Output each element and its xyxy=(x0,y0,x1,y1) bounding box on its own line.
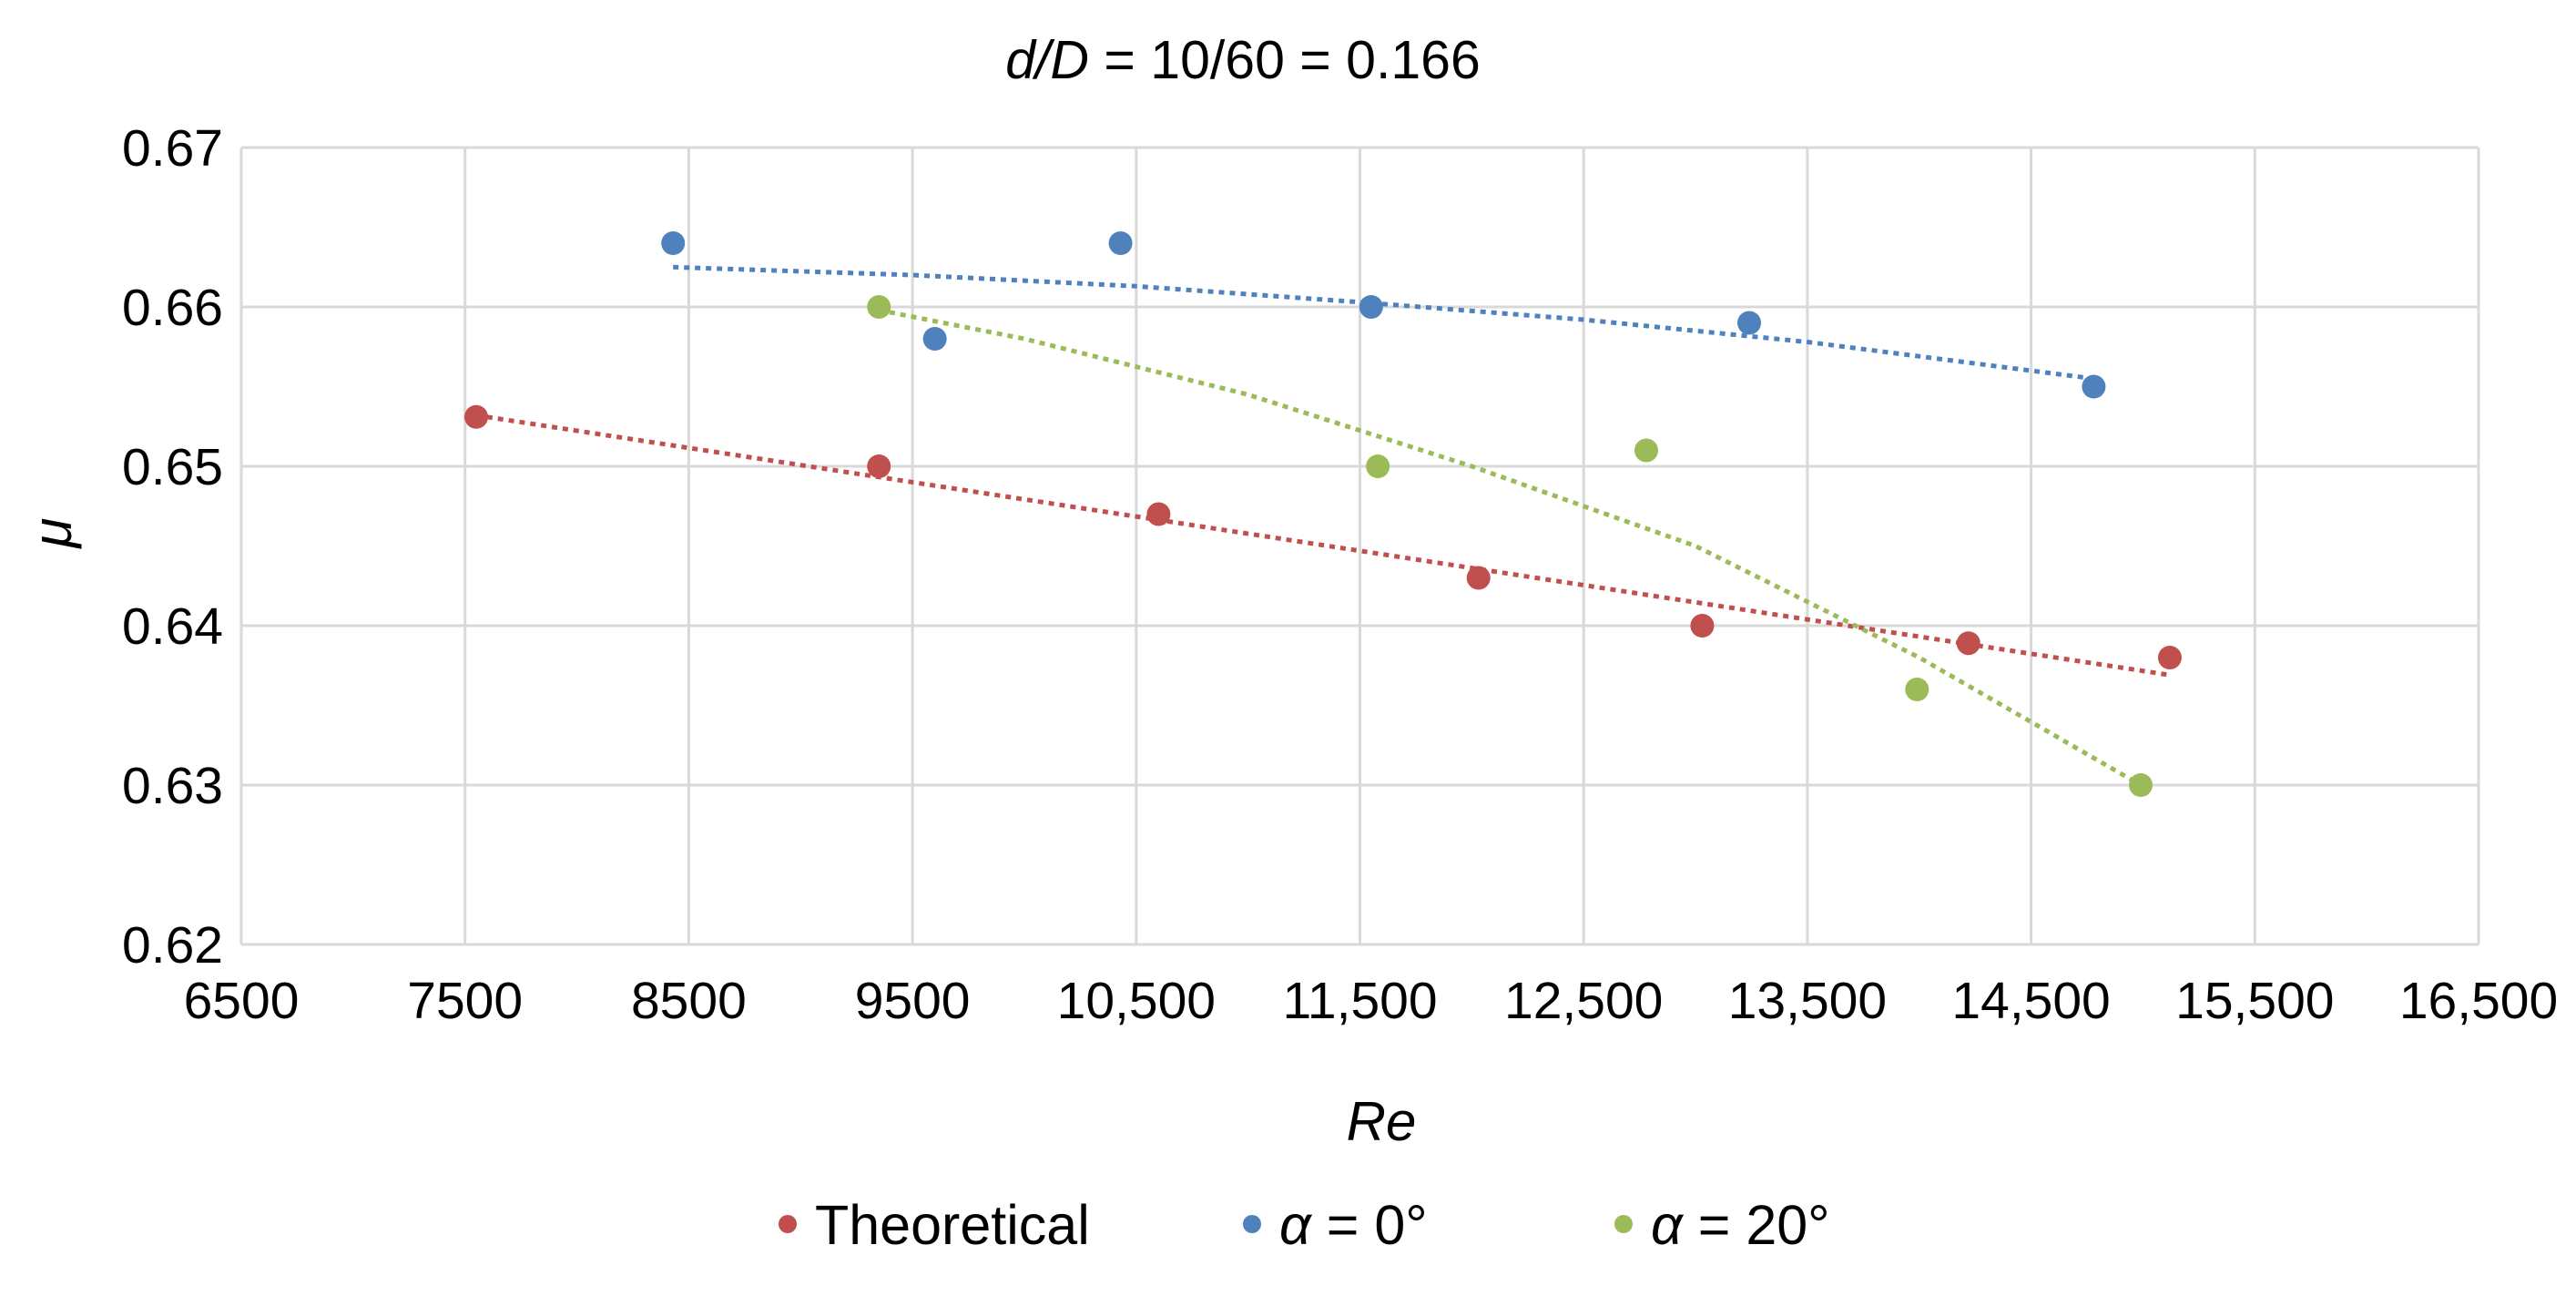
legend-symbol: α xyxy=(1651,1194,1685,1256)
trendline-series-1 xyxy=(673,264,2094,382)
y-tick-label: 0.64 xyxy=(122,597,223,656)
data-point-series-1 xyxy=(922,327,947,351)
data-point-series-2 xyxy=(2128,773,2153,797)
y-axis-title: μ xyxy=(22,518,83,550)
data-point-series-2 xyxy=(1634,438,1658,463)
y-tick-label: 0.63 xyxy=(122,757,223,815)
data-point-series-1 xyxy=(1108,231,1133,255)
legend-text: = 0° xyxy=(1311,1194,1428,1256)
legend-marker xyxy=(1614,1215,1633,1233)
legend-label: Theoretical xyxy=(815,1194,1090,1256)
y-tick-label: 0.67 xyxy=(122,119,223,178)
legend-marker xyxy=(779,1215,797,1233)
legend-label: α = 0° xyxy=(1279,1194,1428,1256)
trendline-series-0 xyxy=(475,413,2171,678)
data-point-series-0 xyxy=(867,454,891,478)
data-point-series-2 xyxy=(867,295,891,319)
x-axis-title: Re xyxy=(1347,1091,1417,1152)
data-point-series-0 xyxy=(1466,566,1491,590)
x-tick-label: 7500 xyxy=(407,972,523,1030)
legend-item-0: Theoretical xyxy=(779,1194,1090,1256)
data-point-series-2 xyxy=(1905,678,1929,701)
chart-title-rest: = 10/60 = 0.166 xyxy=(1089,30,1481,90)
trendline-series-2 xyxy=(878,308,2143,788)
y-tick-label: 0.66 xyxy=(122,279,223,337)
data-point-series-1 xyxy=(1359,295,1383,319)
x-tick-label: 14,500 xyxy=(1951,972,2110,1030)
data-point-series-1 xyxy=(661,231,686,255)
x-tick-label: 8500 xyxy=(631,972,747,1030)
x-tick-label: 9500 xyxy=(855,972,971,1030)
x-tick-label: 16,500 xyxy=(2399,972,2558,1030)
x-tick-label: 11,500 xyxy=(1282,972,1437,1030)
y-tick-label: 0.62 xyxy=(122,916,223,975)
gridlines xyxy=(239,146,2480,946)
tick-labels: 6500 7500 8500 9500 10,500 11,500 12,500 13,500… xyxy=(122,119,2558,1030)
chart-title-prefix: d/D xyxy=(1005,30,1089,90)
x-tick-label: 15,500 xyxy=(2175,972,2334,1030)
data-point-series-0 xyxy=(1690,614,1715,638)
data-point-series-0 xyxy=(1956,631,1980,656)
legend-marker xyxy=(1243,1215,1261,1233)
data-point-series-0 xyxy=(1146,502,1171,526)
x-tick-label: 12,500 xyxy=(1504,972,1663,1030)
x-tick-label: 13,500 xyxy=(1728,972,1887,1030)
data-point-series-1 xyxy=(2082,374,2106,399)
legend-text: = 20° xyxy=(1683,1194,1830,1256)
data-point-series-1 xyxy=(1737,311,1762,335)
legend: Theoretical α = 0° α = 20° xyxy=(779,1194,1830,1256)
data-point-series-2 xyxy=(1366,454,1390,478)
data-points xyxy=(463,231,2182,797)
legend-label: α = 20° xyxy=(1651,1194,1830,1256)
legend-item-2: α = 20° xyxy=(1614,1194,1830,1256)
legend-text: Theoretical xyxy=(815,1194,1090,1256)
chart-title: d/D = 10/60 = 0.166 xyxy=(1005,30,1481,90)
trendlines xyxy=(475,264,2171,788)
y-tick-label: 0.65 xyxy=(122,438,223,496)
x-tick-label: 10,500 xyxy=(1057,972,1216,1030)
x-tick-label: 6500 xyxy=(184,972,300,1030)
data-point-series-0 xyxy=(2157,646,2182,669)
legend-item-1: α = 0° xyxy=(1243,1194,1428,1256)
data-point-series-0 xyxy=(463,404,488,429)
legend-symbol: α xyxy=(1279,1194,1313,1256)
